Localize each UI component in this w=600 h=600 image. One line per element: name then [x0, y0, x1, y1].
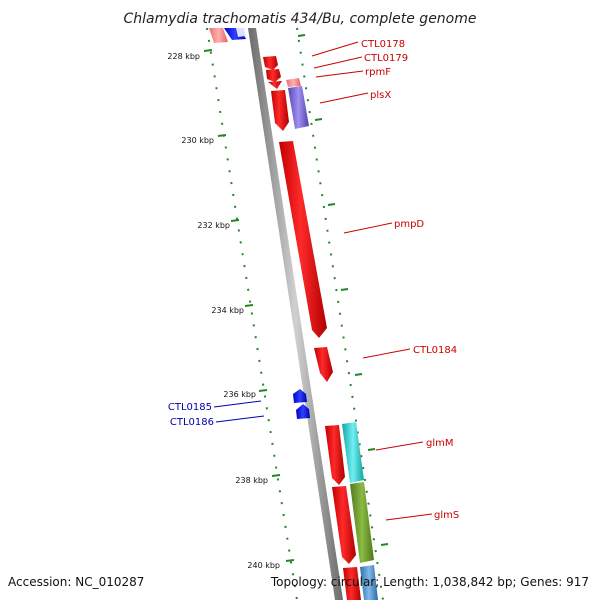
- gene-CTL0185[interactable]: [293, 389, 307, 403]
- gene-CTL0184[interactable]: [314, 347, 333, 382]
- tick-label-240: 240 kbp: [247, 561, 280, 570]
- gene-partial-pink-top: [209, 28, 228, 43]
- cog-partial-bottom: [360, 565, 378, 600]
- label-pmpD[interactable]: pmpD: [394, 219, 424, 230]
- label-glmM[interactable]: glmM: [426, 438, 454, 449]
- reverse-leader-lines: [213, 400, 265, 423]
- inner-ruler: [206, 27, 298, 600]
- outer-ruler: [296, 27, 384, 600]
- gene-CTL0178[interactable]: [263, 56, 278, 70]
- label-CTL0184[interactable]: CTL0184: [413, 345, 457, 356]
- label-rpmF[interactable]: rpmF: [365, 67, 391, 78]
- gene-labels: CTL0178 CTL0179 rpmF plsX pmpD CTL0184 C…: [168, 39, 459, 521]
- kbp-tick-labels: 228 kbp 230 kbp 232 kbp 234 kbp 236 kbp …: [167, 52, 280, 570]
- tick-label-232: 232 kbp: [197, 221, 230, 230]
- cog-glmS: [350, 482, 374, 563]
- label-CTL0178[interactable]: CTL0178: [361, 39, 405, 50]
- gene-plsX[interactable]: [271, 90, 289, 131]
- label-CTL0179[interactable]: CTL0179: [364, 53, 408, 64]
- cog-rpmF: [286, 78, 301, 87]
- gene-pmpD[interactable]: [279, 141, 327, 338]
- cog-plsX: [288, 86, 309, 129]
- tick-label-230: 230 kbp: [181, 136, 214, 145]
- tick-label-228: 228 kbp: [167, 52, 200, 61]
- gene-CTL0179[interactable]: [266, 69, 281, 82]
- accession-text: Accession: NC_010287: [8, 575, 144, 589]
- gene-CTL0186[interactable]: [296, 404, 310, 419]
- outer-major-ticks: [297, 34, 389, 546]
- gene-glmS[interactable]: [332, 486, 356, 564]
- map-title: Chlamydia trachomatis 434/Bu, complete g…: [124, 11, 477, 27]
- label-CTL0186[interactable]: CTL0186: [170, 417, 214, 428]
- label-plsX[interactable]: plsX: [370, 90, 391, 101]
- genome-backbone: [248, 28, 343, 600]
- tick-label-236: 236 kbp: [223, 390, 256, 399]
- gene-rpmF[interactable]: [268, 81, 282, 89]
- label-CTL0185[interactable]: CTL0185: [168, 402, 212, 413]
- gene-partial-red-bottom: [343, 567, 361, 600]
- inner-major-ticks: [203, 49, 295, 562]
- topology-summary-text: Topology: circular; Length: 1,038,842 bp…: [270, 575, 589, 589]
- gene-partial-white-top: [236, 28, 246, 37]
- forward-leader-lines: [311, 41, 433, 521]
- gene-glmM[interactable]: [325, 425, 345, 485]
- tick-label-238: 238 kbp: [235, 476, 268, 485]
- label-glmS[interactable]: glmS: [434, 510, 459, 521]
- cog-glmM: [342, 422, 364, 483]
- tick-label-234: 234 kbp: [211, 306, 244, 315]
